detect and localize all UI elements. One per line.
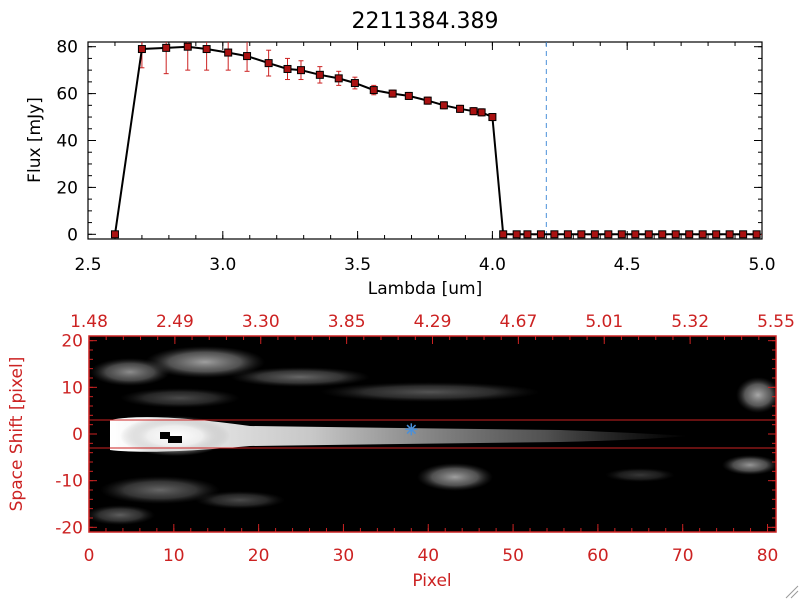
- series-line: [114, 45, 757, 236]
- x-tick-label: 50: [502, 546, 524, 566]
- top-tick-label: 3.85: [328, 312, 366, 332]
- data-point: [536, 230, 545, 239]
- y-tick-label: 80: [56, 38, 78, 58]
- top-plot-frame: [87, 41, 763, 240]
- data-point: [202, 45, 211, 54]
- y-tick-label: 0: [67, 225, 78, 245]
- y-tick-label: 40: [56, 132, 78, 152]
- x-tick-label: 40: [417, 546, 439, 566]
- y-axis-label: Space Shift [pixel]: [7, 357, 27, 512]
- x-tick-label: 3.5: [344, 255, 371, 275]
- x-tick-label: 70: [672, 546, 694, 566]
- x-tick-label: 30: [333, 546, 355, 566]
- data-point: [110, 230, 119, 239]
- y-tick-label: 10: [61, 378, 83, 398]
- data-point: [671, 230, 680, 239]
- x-tick-label: 3.0: [209, 255, 236, 275]
- x-tick-label: 80: [757, 546, 779, 566]
- top-tick-label: 4.67: [499, 312, 537, 332]
- top-tick-label: 1.48: [70, 312, 108, 332]
- y-axis-label: Flux [mJy]: [25, 97, 45, 183]
- y-tick-label: 20: [56, 178, 78, 198]
- top-plot-ticks: 2.5 3.0 3.5 4.0 4.5 5.0 0 20 40 60 80: [56, 38, 775, 275]
- resize-grip-icon[interactable]: [785, 585, 799, 599]
- data-point: [469, 107, 478, 116]
- star-marker: [405, 423, 418, 436]
- flux-series-line: [114, 45, 757, 236]
- data-point: [315, 70, 324, 79]
- x-tick-label: 5.0: [748, 255, 775, 275]
- data-point: [334, 74, 343, 83]
- data-point: [224, 48, 233, 57]
- y-tick-label: 60: [56, 85, 78, 105]
- data-point: [563, 230, 572, 239]
- x-tick-label: 4.5: [614, 255, 641, 275]
- data-point: [617, 230, 626, 239]
- top-tick-label: 5.01: [585, 312, 623, 332]
- data-point: [752, 230, 761, 239]
- x-tick-label: 20: [248, 546, 270, 566]
- x-tick-label: 10: [163, 546, 185, 566]
- data-point: [137, 45, 146, 54]
- top-tick-label: 4.29: [414, 312, 452, 332]
- data-point: [685, 230, 694, 239]
- data-point: [388, 89, 397, 98]
- data-point: [590, 230, 599, 239]
- data-point: [264, 59, 273, 68]
- flux-spectrum-plot: 2211384.389 2.5 3.0 3.5 4.0 4.5 5.0020406080 …: [25, 9, 776, 299]
- data-point: [477, 108, 486, 117]
- top-tick-label: 5.32: [671, 312, 709, 332]
- data-point: [369, 86, 378, 95]
- flux-series-markers: [110, 42, 761, 239]
- data-point: [631, 230, 640, 239]
- data-point: [183, 42, 192, 51]
- x-tick-label: 60: [587, 546, 609, 566]
- y-tick-label: 0: [72, 425, 83, 445]
- data-point: [658, 230, 667, 239]
- x-tick-label: 2.5: [74, 255, 101, 275]
- data-point: [512, 230, 521, 239]
- data-point: [739, 230, 748, 239]
- data-point: [523, 230, 532, 239]
- spectral-image-plot: 0 10 20 30 40 50 60 70 80 1.48 2.49 3.30 3.85 4.29 4.6…: [7, 312, 795, 591]
- data-point: [243, 52, 252, 61]
- data-point: [488, 113, 497, 122]
- data-point: [604, 230, 613, 239]
- x-axis-label: Lambda [um]: [368, 279, 482, 299]
- data-point: [698, 230, 707, 239]
- data-point: [456, 104, 465, 113]
- data-point: [439, 101, 448, 110]
- data-point: [712, 230, 721, 239]
- y-tick-label: -10: [55, 472, 83, 492]
- data-point: [404, 91, 413, 100]
- x-tick-label: 0: [84, 546, 95, 566]
- data-point: [350, 79, 359, 88]
- bottom-plot-ticks: 0 10 20 30 40 50 60 70 80 1.48 2.49 3.30 3.85 4.29 4.6…: [55, 312, 795, 566]
- chart-title: 2211384.389: [352, 9, 499, 34]
- data-point: [423, 96, 432, 105]
- data-point: [296, 66, 305, 75]
- spectral-image: [89, 336, 776, 532]
- data-point: [162, 43, 171, 52]
- top-tick-label: 5.55: [757, 312, 795, 332]
- star-stroke: [406, 424, 417, 435]
- data-point: [725, 230, 734, 239]
- x-axis-label: Pixel: [412, 571, 451, 591]
- data-point: [499, 230, 508, 239]
- data-point: [644, 230, 653, 239]
- top-tick-label: 3.30: [242, 312, 280, 332]
- aperture-lines: [89, 419, 776, 449]
- x-tick-label: 4.0: [479, 255, 506, 275]
- data-point: [577, 230, 586, 239]
- y-tick-label: -20: [55, 518, 83, 538]
- data-point: [550, 230, 559, 239]
- top-tick-label: 2.49: [156, 312, 194, 332]
- y-tick-label: 20: [61, 332, 83, 352]
- data-point: [283, 64, 292, 73]
